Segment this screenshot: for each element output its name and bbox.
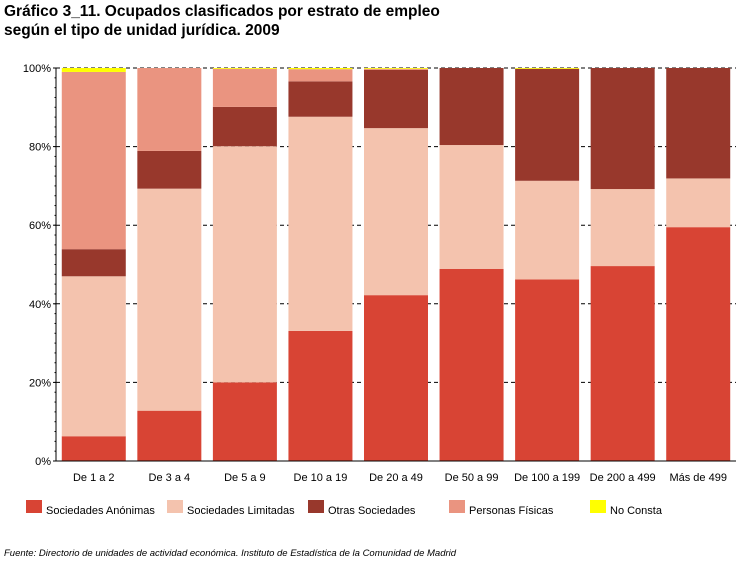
bar-segment-sociedades-limitadas: [439, 145, 504, 269]
source-note: Fuente: Directorio de unidades de activi…: [4, 548, 457, 559]
y-tick-label: 40%: [29, 299, 51, 311]
bar-segment-no-consta: [515, 68, 580, 69]
x-tick-label: De 3 a 4: [149, 472, 191, 484]
legend-swatch: [167, 500, 183, 513]
bar-segment-personas-f-sicas: [61, 71, 126, 250]
bar-segment-personas-f-sicas: [137, 68, 202, 151]
y-tick-label: 100%: [23, 63, 51, 75]
chart-title-line-1: Gráfico 3_11. Ocupados clasificados por …: [4, 3, 440, 20]
legend-label: Sociedades Limitadas: [187, 505, 295, 517]
bar-segment-sociedades-an-nimas: [137, 410, 202, 461]
x-tick-label: Más de 499: [669, 472, 726, 484]
x-tick-label: De 5 a 9: [224, 472, 266, 484]
bar-segment-otras-sociedades: [61, 249, 126, 277]
bar-segment-sociedades-limitadas: [666, 178, 731, 228]
bar-segment-sociedades-an-nimas: [439, 268, 504, 461]
bar-segment-otras-sociedades: [137, 150, 202, 189]
legend-label: Sociedades Anónimas: [46, 505, 155, 517]
legend-swatch: [308, 500, 324, 513]
legend-label: No Consta: [610, 505, 662, 517]
x-tick-label: De 1 a 2: [73, 472, 115, 484]
y-tick-label: 20%: [29, 377, 51, 389]
bar-segment-sociedades-an-nimas: [61, 436, 126, 461]
bar-segment-no-consta: [61, 68, 126, 72]
bar-segment-sociedades-limitadas: [590, 189, 655, 267]
bar-segment-personas-f-sicas: [364, 68, 428, 70]
bar-segment-sociedades-an-nimas: [288, 330, 353, 461]
bar-segment-no-consta: [212, 68, 277, 69]
bar-segment-personas-f-sicas: [288, 69, 353, 82]
legend-swatch: [26, 500, 42, 513]
chart-title-line-2: según el tipo de unidad jurídica. 2009: [4, 22, 280, 39]
bar-segment-no-consta: [364, 68, 428, 69]
bar-segment-sociedades-an-nimas: [590, 266, 655, 461]
legend: Sociedades Anónimas Sociedades Limitadas…: [0, 496, 748, 526]
bar-segment-sociedades-an-nimas: [212, 382, 277, 461]
bar-segment-personas-f-sicas: [212, 68, 277, 107]
bar-segment-otras-sociedades: [439, 68, 504, 146]
bar-segment-sociedades-limitadas: [61, 276, 126, 437]
y-tick-label: 60%: [29, 220, 51, 232]
chart-title: Gráfico 3_11. Ocupados clasificados por …: [4, 2, 744, 40]
y-tick-label: 80%: [29, 142, 51, 154]
bar-segment-otras-sociedades: [288, 81, 353, 117]
bar-segment-otras-sociedades: [364, 69, 428, 129]
legend-label: Otras Sociedades: [328, 505, 416, 517]
bar-segment-sociedades-an-nimas: [364, 295, 428, 461]
bars: [61, 68, 731, 461]
bar-segment-sociedades-limitadas: [137, 188, 202, 411]
x-tick-label: De 200 a 499: [590, 472, 656, 484]
x-tick-label: De 100 a 199: [514, 472, 580, 484]
bar-segment-sociedades-limitadas: [288, 116, 353, 331]
bar-segment-sociedades-limitadas: [364, 128, 428, 296]
legend-swatch: [449, 500, 465, 513]
axes: 0% 20% 40% 60% 80% 100% De 1 a 2 De 3 a 4 De 5 a…: [23, 63, 736, 484]
bar-segment-otras-sociedades: [590, 68, 655, 190]
x-tick-label: De 50 a 99: [445, 472, 499, 484]
bar-segment-otras-sociedades: [212, 106, 277, 147]
bar-segment-sociedades-an-nimas: [666, 227, 731, 461]
y-tick-label: 0%: [35, 456, 51, 468]
bar-segment-sociedades-an-nimas: [515, 279, 580, 461]
x-tick-label: De 10 a 19: [294, 472, 348, 484]
legend-swatch: [590, 500, 606, 513]
bar-segment-otras-sociedades: [666, 68, 731, 179]
legend-label: Personas Físicas: [469, 505, 554, 517]
bar-segment-otras-sociedades: [515, 68, 580, 181]
x-tick-label: De 20 a 49: [369, 472, 423, 484]
bar-segment-no-consta: [288, 68, 353, 70]
bar-segment-sociedades-limitadas: [515, 180, 580, 280]
bar-segment-sociedades-limitadas: [212, 146, 277, 383]
